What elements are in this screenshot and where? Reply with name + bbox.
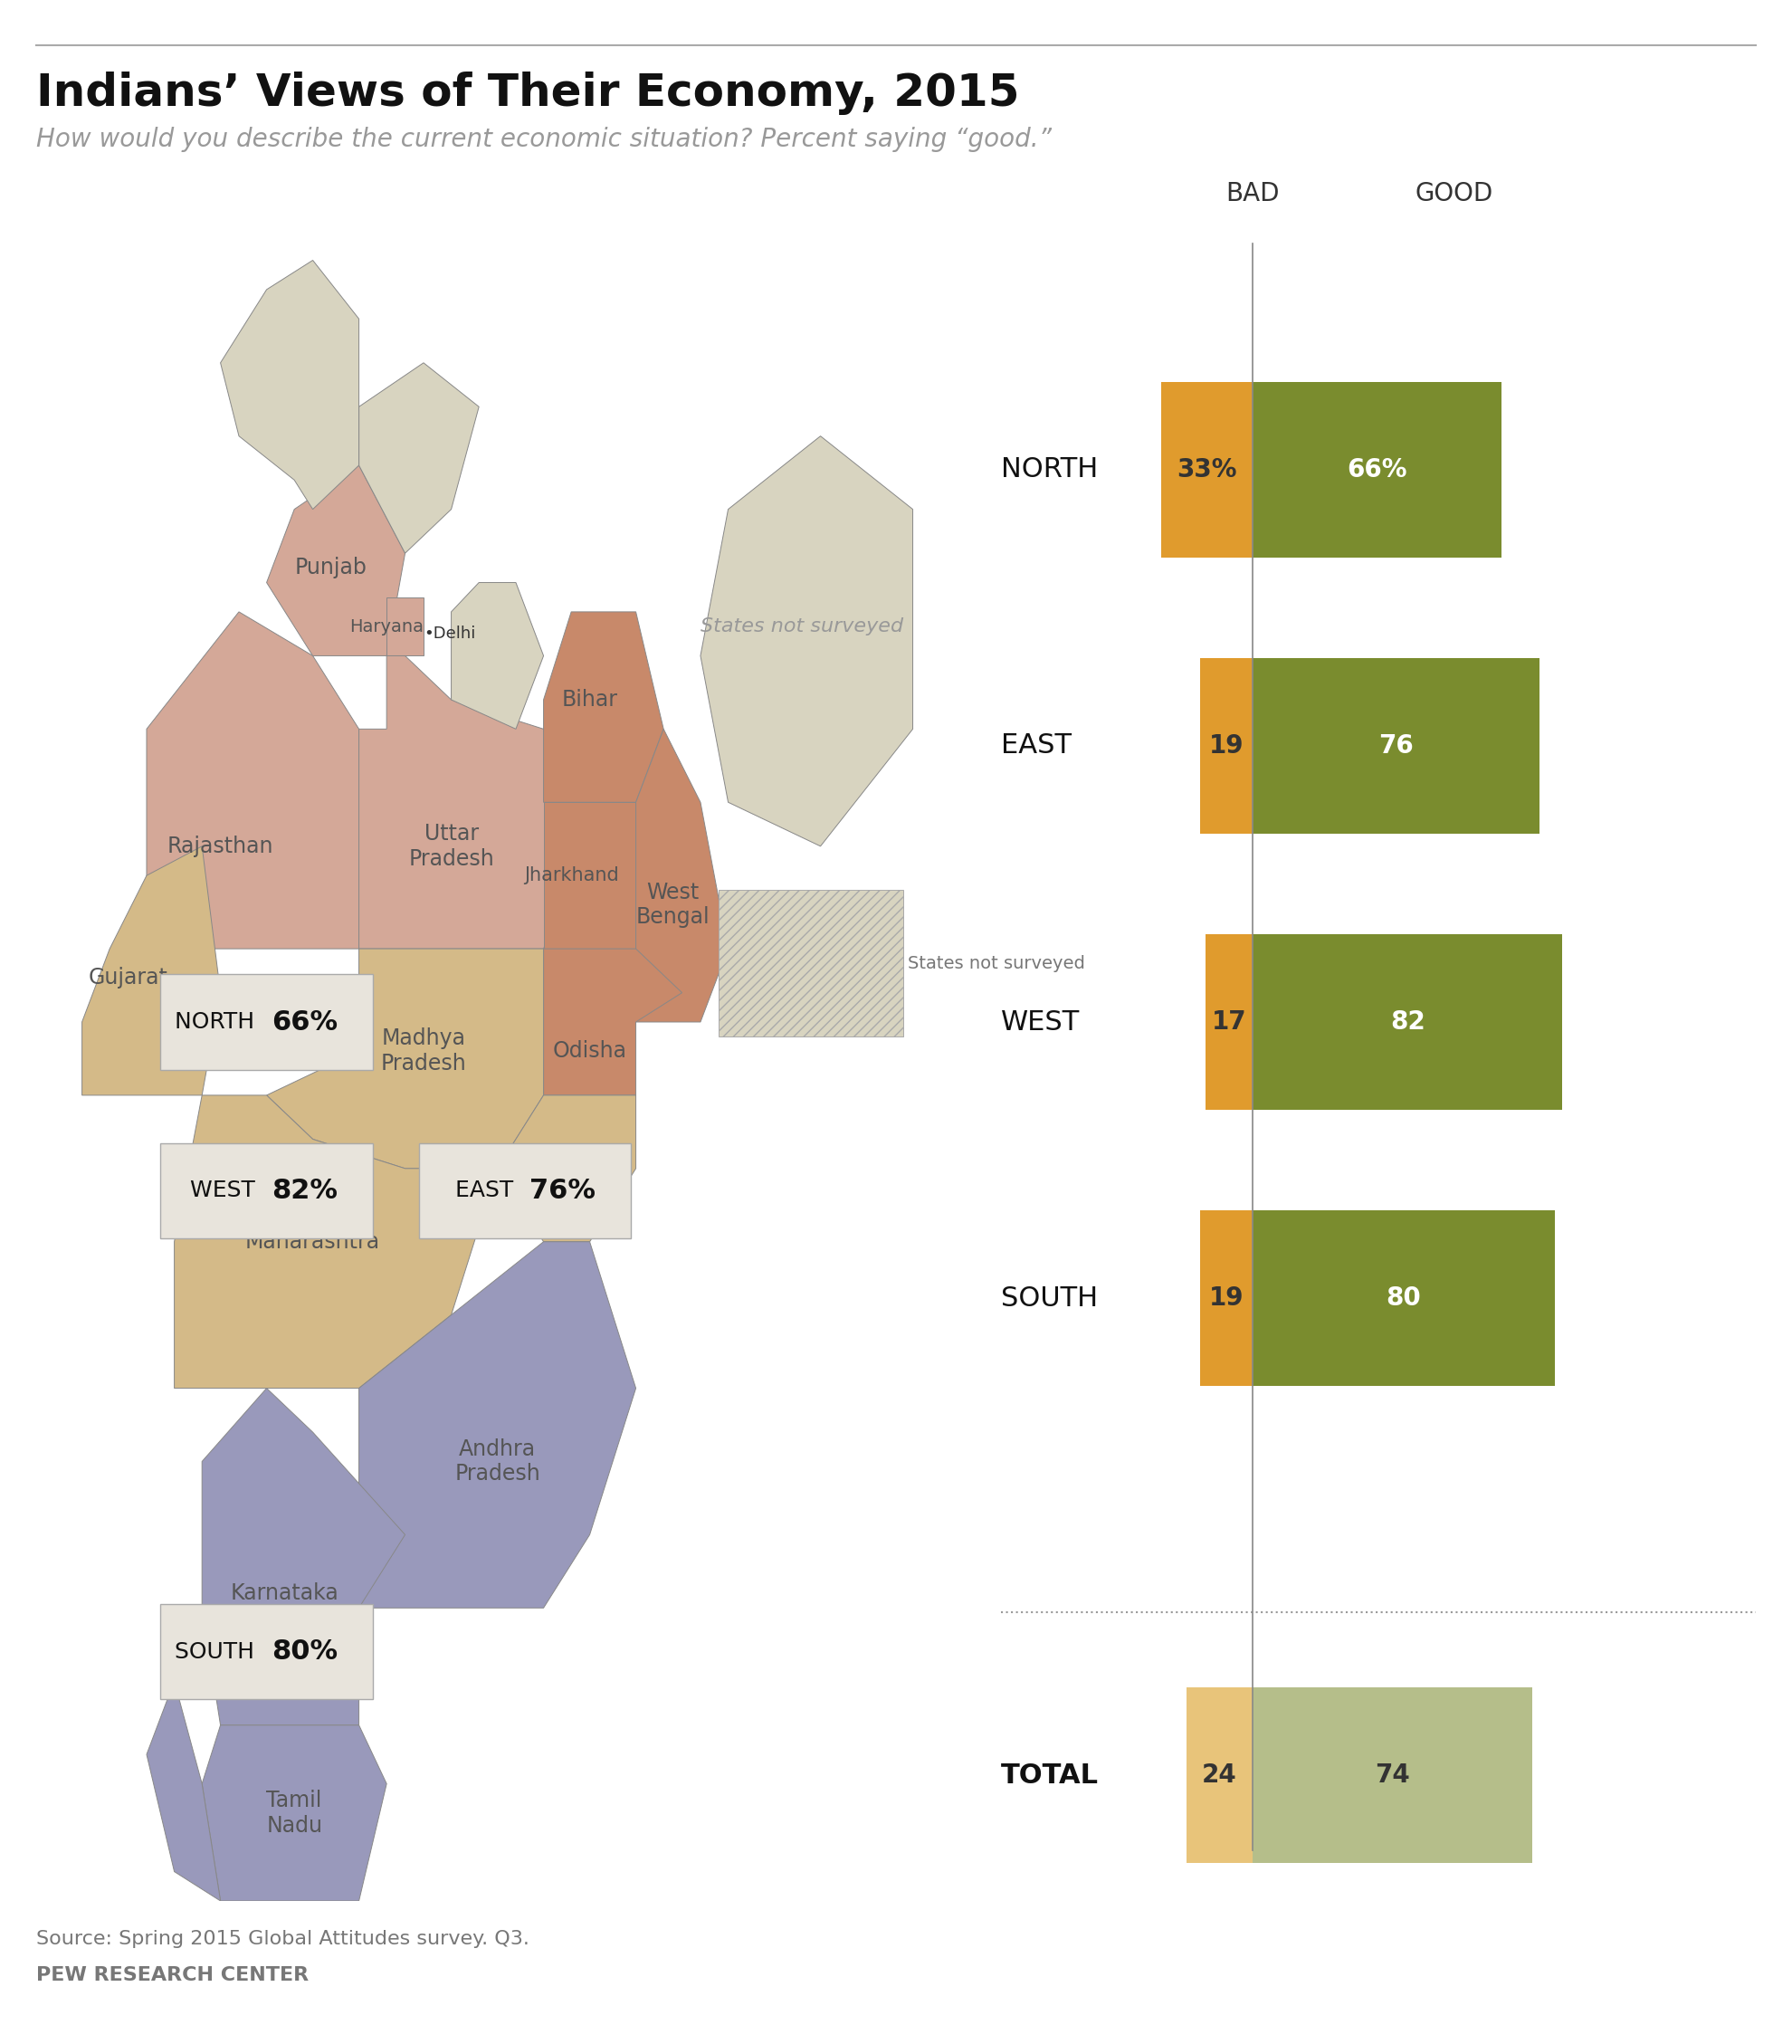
Polygon shape bbox=[267, 466, 405, 656]
Polygon shape bbox=[387, 597, 423, 656]
Bar bbox=[1201, 1210, 1253, 1386]
Polygon shape bbox=[202, 1725, 387, 1901]
Bar bbox=[1206, 934, 1253, 1110]
Text: Maharashtra: Maharashtra bbox=[246, 1230, 380, 1253]
Text: 19: 19 bbox=[1210, 1286, 1244, 1310]
Text: Bihar: Bihar bbox=[561, 689, 618, 711]
Text: States not surveyed: States not surveyed bbox=[701, 617, 903, 636]
Text: 74: 74 bbox=[1374, 1762, 1410, 1788]
Bar bbox=[1253, 658, 1539, 834]
FancyBboxPatch shape bbox=[161, 975, 373, 1069]
Polygon shape bbox=[358, 656, 572, 948]
Text: 17: 17 bbox=[1211, 1010, 1247, 1034]
Bar bbox=[1253, 382, 1502, 558]
Text: How would you describe the current economic situation? Percent saying “good.”: How would you describe the current econo… bbox=[36, 127, 1052, 151]
Text: Haryana: Haryana bbox=[349, 617, 423, 636]
Text: States not surveyed: States not surveyed bbox=[909, 955, 1086, 973]
Text: WEST: WEST bbox=[1002, 1010, 1081, 1034]
Text: 82: 82 bbox=[1391, 1010, 1425, 1034]
Text: Jharkhand: Jharkhand bbox=[523, 867, 618, 885]
Text: Madhya
Pradesh: Madhya Pradesh bbox=[380, 1028, 466, 1075]
Polygon shape bbox=[543, 803, 636, 948]
Text: PEW RESEARCH CENTER: PEW RESEARCH CENTER bbox=[36, 1966, 308, 1985]
Polygon shape bbox=[147, 1680, 220, 1901]
FancyBboxPatch shape bbox=[719, 891, 903, 1036]
Polygon shape bbox=[220, 260, 358, 509]
FancyBboxPatch shape bbox=[161, 1143, 373, 1239]
Polygon shape bbox=[452, 583, 543, 730]
Text: NORTH: NORTH bbox=[176, 1012, 262, 1032]
Text: WEST: WEST bbox=[190, 1179, 262, 1202]
Text: 24: 24 bbox=[1202, 1762, 1236, 1788]
Text: West
Bengal: West Bengal bbox=[636, 881, 710, 928]
Polygon shape bbox=[701, 435, 912, 846]
Text: TOTAL: TOTAL bbox=[1002, 1762, 1098, 1788]
Text: SOUTH: SOUTH bbox=[176, 1641, 262, 1662]
Text: 76%: 76% bbox=[530, 1177, 595, 1204]
Text: 80%: 80% bbox=[271, 1639, 337, 1666]
Text: Rajasthan: Rajasthan bbox=[167, 836, 274, 856]
Polygon shape bbox=[82, 846, 220, 1096]
Bar bbox=[1253, 934, 1563, 1110]
Polygon shape bbox=[358, 1243, 636, 1609]
Text: Tamil
Nadu: Tamil Nadu bbox=[267, 1791, 323, 1836]
Bar bbox=[1201, 658, 1253, 834]
Polygon shape bbox=[543, 948, 683, 1096]
Polygon shape bbox=[147, 611, 358, 948]
Bar bbox=[1186, 1688, 1253, 1864]
Text: 66%: 66% bbox=[1348, 458, 1407, 482]
Text: Karnataka: Karnataka bbox=[231, 1582, 339, 1605]
Text: Andhra
Pradesh: Andhra Pradesh bbox=[455, 1439, 539, 1484]
Polygon shape bbox=[174, 1096, 498, 1388]
Text: BAD: BAD bbox=[1226, 180, 1279, 206]
Text: Uttar
Pradesh: Uttar Pradesh bbox=[409, 824, 495, 869]
Text: Gujarat: Gujarat bbox=[88, 967, 168, 989]
Text: SOUTH: SOUTH bbox=[1002, 1286, 1098, 1312]
Bar bbox=[1161, 382, 1253, 558]
Text: Source: Spring 2015 Global Attitudes survey. Q3.: Source: Spring 2015 Global Attitudes sur… bbox=[36, 1930, 529, 1948]
Text: NORTH: NORTH bbox=[1002, 456, 1098, 482]
Text: 76: 76 bbox=[1378, 734, 1414, 758]
Polygon shape bbox=[202, 1388, 405, 1725]
Text: •Delhi: •Delhi bbox=[423, 625, 475, 642]
Text: Odisha: Odisha bbox=[552, 1040, 627, 1063]
Text: 33%: 33% bbox=[1177, 458, 1236, 482]
Text: 82%: 82% bbox=[271, 1177, 337, 1204]
Polygon shape bbox=[543, 611, 663, 803]
Text: 66%: 66% bbox=[271, 1010, 337, 1034]
Text: EAST: EAST bbox=[455, 1179, 520, 1202]
Polygon shape bbox=[267, 948, 543, 1169]
Text: Chhattisgarh: Chhattisgarh bbox=[514, 1159, 627, 1177]
FancyBboxPatch shape bbox=[161, 1605, 373, 1699]
Text: EAST: EAST bbox=[1002, 732, 1072, 758]
Bar bbox=[1253, 1688, 1532, 1864]
Polygon shape bbox=[498, 1096, 636, 1243]
Text: GOOD: GOOD bbox=[1416, 180, 1493, 206]
Text: Punjab: Punjab bbox=[296, 558, 367, 578]
Polygon shape bbox=[636, 730, 728, 1022]
Text: Indians’ Views of Their Economy, 2015: Indians’ Views of Their Economy, 2015 bbox=[36, 72, 1020, 114]
Text: 19: 19 bbox=[1210, 734, 1244, 758]
Polygon shape bbox=[358, 364, 478, 554]
Text: 80: 80 bbox=[1387, 1286, 1421, 1310]
FancyBboxPatch shape bbox=[419, 1143, 631, 1239]
Bar bbox=[1253, 1210, 1555, 1386]
